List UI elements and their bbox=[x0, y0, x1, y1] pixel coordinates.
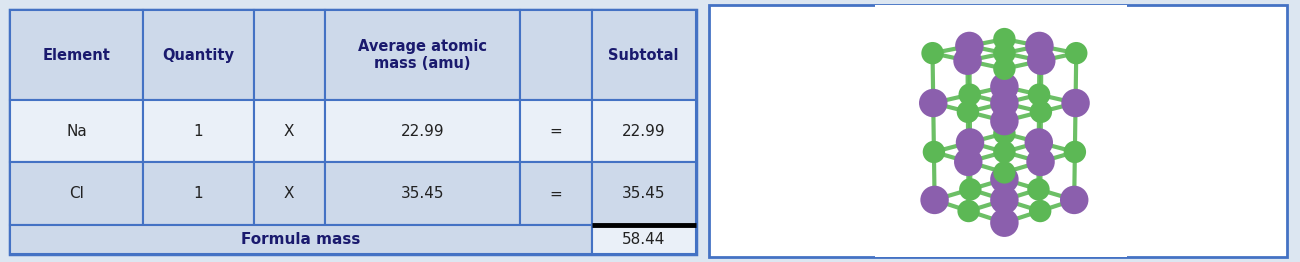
FancyBboxPatch shape bbox=[254, 100, 325, 162]
Text: 35.45: 35.45 bbox=[621, 186, 666, 201]
FancyBboxPatch shape bbox=[10, 225, 592, 254]
Text: 1: 1 bbox=[194, 123, 203, 139]
Text: 22.99: 22.99 bbox=[400, 123, 445, 139]
FancyBboxPatch shape bbox=[254, 162, 325, 225]
FancyBboxPatch shape bbox=[592, 225, 696, 254]
FancyBboxPatch shape bbox=[520, 10, 592, 100]
FancyBboxPatch shape bbox=[143, 162, 254, 225]
FancyBboxPatch shape bbox=[10, 162, 143, 225]
Text: 35.45: 35.45 bbox=[400, 186, 445, 201]
Text: Subtotal: Subtotal bbox=[608, 47, 679, 63]
Text: 22.99: 22.99 bbox=[621, 123, 666, 139]
FancyBboxPatch shape bbox=[10, 100, 143, 162]
Text: =: = bbox=[550, 186, 562, 201]
FancyBboxPatch shape bbox=[325, 10, 520, 100]
FancyBboxPatch shape bbox=[10, 10, 143, 100]
Text: X: X bbox=[283, 123, 295, 139]
FancyBboxPatch shape bbox=[592, 162, 696, 225]
FancyBboxPatch shape bbox=[592, 10, 696, 100]
FancyBboxPatch shape bbox=[708, 5, 1287, 257]
Text: Formula mass: Formula mass bbox=[242, 232, 360, 247]
FancyBboxPatch shape bbox=[254, 10, 325, 100]
Text: Average atomic
mass (amu): Average atomic mass (amu) bbox=[358, 39, 488, 71]
FancyBboxPatch shape bbox=[325, 162, 520, 225]
FancyBboxPatch shape bbox=[143, 10, 254, 100]
Text: 58.44: 58.44 bbox=[621, 232, 666, 247]
Text: =: = bbox=[550, 123, 562, 139]
FancyBboxPatch shape bbox=[143, 100, 254, 162]
FancyBboxPatch shape bbox=[325, 100, 520, 162]
FancyBboxPatch shape bbox=[10, 10, 696, 254]
FancyBboxPatch shape bbox=[520, 162, 592, 225]
Text: Quantity: Quantity bbox=[162, 47, 234, 63]
Text: 1: 1 bbox=[194, 186, 203, 201]
Text: Element: Element bbox=[43, 47, 110, 63]
FancyBboxPatch shape bbox=[520, 100, 592, 162]
Text: X: X bbox=[283, 186, 295, 201]
Text: Na: Na bbox=[66, 123, 87, 139]
FancyBboxPatch shape bbox=[592, 100, 696, 162]
Text: Cl: Cl bbox=[69, 186, 84, 201]
